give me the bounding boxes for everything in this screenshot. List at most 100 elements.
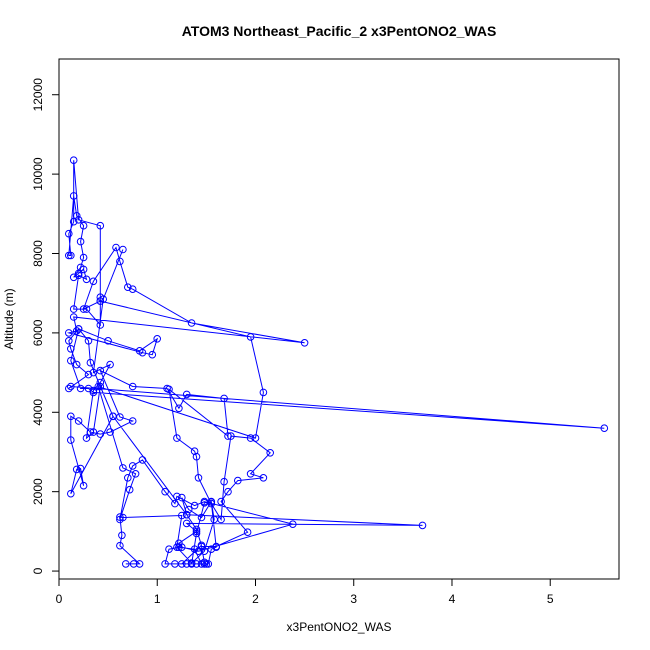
- data-point: [89, 428, 98, 436]
- data-point: [153, 335, 161, 343]
- data-point: [82, 275, 91, 284]
- data-point: [106, 428, 114, 436]
- data-point: [128, 285, 137, 294]
- data-point: [116, 257, 124, 266]
- data-point: [76, 464, 85, 473]
- data-point: [173, 492, 181, 501]
- x-tick-label: 3: [350, 592, 357, 606]
- x-tick-label: 5: [547, 592, 554, 606]
- data-point: [69, 156, 78, 164]
- data-point: [175, 543, 183, 552]
- data-point: [116, 541, 124, 550]
- data-point: [72, 212, 81, 220]
- data-point: [67, 489, 75, 498]
- data-point: [194, 547, 203, 556]
- data-point: [259, 474, 268, 482]
- data-point: [69, 217, 78, 226]
- data-point: [190, 447, 199, 456]
- data-point: [234, 476, 242, 485]
- data-point: [67, 382, 75, 391]
- data-point: [165, 545, 173, 554]
- data-point: [99, 295, 107, 304]
- data-point: [69, 305, 78, 313]
- data-point: [67, 412, 75, 421]
- data-point: [163, 384, 171, 393]
- chart-title: ATOM3 Northeast_Pacific_2 x3PentONO2_WAS: [182, 23, 497, 39]
- data-point: [171, 499, 179, 508]
- data-point: [94, 382, 103, 391]
- data-point: [246, 333, 255, 341]
- data-point: [76, 237, 85, 246]
- data-point: [175, 404, 183, 413]
- data-point: [119, 245, 127, 254]
- data-point: [173, 543, 181, 552]
- y-tick-label: 4000: [31, 399, 45, 426]
- data-point: [67, 356, 75, 365]
- data-point: [79, 253, 88, 262]
- y-tick-label: 12000: [31, 78, 45, 112]
- data-point: [178, 511, 186, 520]
- data-point: [84, 370, 93, 379]
- data-point: [86, 358, 95, 367]
- data-point: [74, 216, 83, 224]
- data-point: [187, 560, 196, 568]
- data-point: [212, 542, 220, 551]
- data-point: [243, 528, 252, 537]
- data-point: [178, 493, 186, 502]
- data-point: [128, 382, 137, 391]
- data-point: [65, 337, 73, 345]
- data-point: [220, 394, 228, 403]
- data-point: [217, 515, 225, 524]
- data-point: [129, 560, 138, 568]
- data-point: [190, 501, 199, 510]
- data-point: [251, 434, 260, 442]
- y-tick-label: 10000: [31, 157, 45, 191]
- data-point: [74, 417, 83, 425]
- data-point: [224, 487, 232, 496]
- data-point: [220, 477, 228, 486]
- y-tick-label: 0: [31, 567, 45, 574]
- data-point: [202, 560, 211, 568]
- data-point: [175, 539, 183, 548]
- data-point: [227, 432, 235, 440]
- data-point: [89, 388, 98, 397]
- data-point: [182, 560, 191, 568]
- data-layer: [65, 156, 609, 568]
- data-point: [192, 452, 201, 461]
- y-tick-label: 8000: [31, 240, 45, 267]
- y-tick-label: 6000: [31, 319, 45, 346]
- data-point: [128, 417, 137, 425]
- data-point: [65, 251, 73, 260]
- data-point: [200, 558, 209, 567]
- data-point: [74, 271, 83, 280]
- data-point: [96, 221, 105, 230]
- data-point: [207, 499, 216, 508]
- data-point: [182, 390, 191, 399]
- data-point: [246, 434, 255, 442]
- data-point: [184, 505, 193, 514]
- data-point: [79, 221, 88, 230]
- data-point: [96, 430, 105, 438]
- data-point: [418, 521, 427, 530]
- x-tick-label: 1: [154, 592, 161, 606]
- data-point: [138, 348, 147, 357]
- data-point: [182, 519, 191, 528]
- x-axis-label: x3PentONO2_WAS: [287, 620, 392, 634]
- data-point: [96, 382, 105, 391]
- data-point: [65, 329, 73, 337]
- data-point: [109, 412, 117, 421]
- data-point: [67, 436, 75, 444]
- data-point: [138, 456, 147, 464]
- data-point: [84, 337, 93, 345]
- data-point: [192, 560, 201, 568]
- data-point: [300, 339, 309, 347]
- data-point: [65, 384, 73, 393]
- data-point: [86, 428, 95, 436]
- data-point: [96, 378, 105, 387]
- data-point: [289, 520, 297, 529]
- data-point: [259, 388, 268, 397]
- data-point: [96, 321, 105, 329]
- data-point: [72, 465, 81, 474]
